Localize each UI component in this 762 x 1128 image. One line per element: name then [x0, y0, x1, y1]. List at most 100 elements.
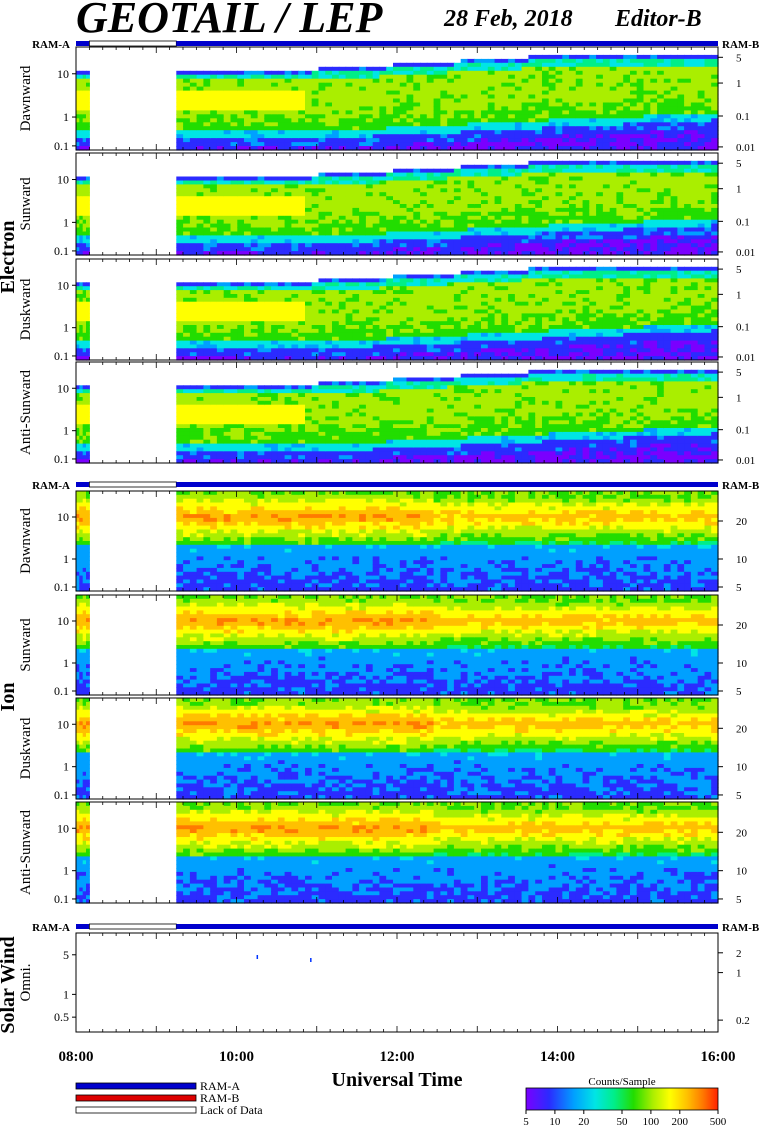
spectrogram-cell [318, 207, 326, 213]
spectrogram-cell [440, 231, 448, 236]
spectrogram-cell [223, 313, 232, 318]
spectrogram-cell [474, 196, 482, 201]
spectrogram-cell [487, 227, 496, 232]
spectrogram-cell [542, 247, 550, 252]
spectrogram-cell [630, 66, 638, 72]
spectrogram-cell [379, 348, 387, 353]
spectrogram-cell [481, 356, 489, 361]
spectrogram-cell [582, 78, 590, 84]
spectrogram-cell [433, 336, 441, 342]
spectrogram-cell [244, 176, 252, 181]
spectrogram-cell [332, 211, 340, 217]
spectrogram-cell [223, 344, 232, 349]
spectrogram-cell [372, 98, 381, 104]
spectrogram-cell [670, 86, 678, 92]
spectrogram-cell [589, 247, 597, 252]
spectrogram-cell [663, 164, 672, 170]
spectrogram-cell [223, 211, 232, 217]
spectrogram-cell [447, 200, 455, 205]
spectrogram-cell [82, 325, 87, 330]
spectrogram-cell [223, 78, 232, 84]
spectrogram-cell [609, 142, 618, 147]
spectrogram-cell [176, 184, 184, 189]
spectrogram-cell [542, 227, 550, 232]
spectrogram-cell [426, 196, 435, 201]
spectrogram-cell [433, 215, 441, 221]
spectrogram-cell [643, 66, 651, 72]
spectrogram-cell [474, 122, 482, 127]
spectrogram-cell [291, 138, 299, 143]
spectrogram-cell [311, 142, 320, 147]
spectrogram-cell [76, 142, 80, 147]
spectrogram-cell [453, 82, 462, 88]
spectrogram-cell [602, 188, 611, 193]
spectrogram-cell [548, 138, 557, 143]
spectrogram-cell [569, 86, 577, 92]
spectrogram-cell [623, 82, 631, 88]
spectrogram-cell [393, 231, 401, 236]
spectrogram-cell [305, 290, 313, 295]
spectrogram-cell [311, 247, 320, 252]
spectrogram-cell [76, 102, 80, 108]
spectrogram-cell [542, 146, 550, 151]
spectrogram-cell [440, 227, 448, 232]
spectrogram-cell [406, 215, 414, 221]
spectrogram-cell [481, 130, 489, 135]
spectrogram-cell [589, 110, 597, 115]
spectrogram-cell [623, 184, 631, 189]
spectrogram-cell [210, 126, 218, 131]
spectrogram-cell [271, 74, 279, 80]
spectrogram-cell [569, 251, 577, 256]
spectrogram-cell [630, 86, 638, 92]
spectrogram-cell [690, 192, 699, 197]
spectrogram-cell [636, 192, 645, 197]
spectrogram-cell [399, 243, 408, 248]
spectrogram-cell [548, 176, 557, 181]
spectrogram-cell [433, 82, 441, 88]
spectrogram-cell [650, 251, 658, 256]
spectrogram-cell [426, 176, 435, 181]
spectrogram-cell [555, 200, 563, 205]
spectrogram-cell [244, 114, 252, 119]
spectrogram-cell [277, 223, 286, 229]
spectrogram-cell [704, 204, 712, 209]
spectrogram-cell [223, 204, 232, 209]
spectrogram-cell [305, 219, 313, 225]
spectrogram-cell [420, 223, 428, 229]
spectrogram-cell [677, 54, 685, 60]
spectrogram-cell [305, 352, 313, 357]
spectrogram-cell [298, 200, 306, 205]
spectrogram-cell [203, 348, 211, 353]
spectrogram-cell [657, 110, 665, 115]
spectrogram-cell [704, 78, 712, 84]
spectrogram-cell [393, 211, 401, 217]
spectrogram-cell [386, 110, 394, 115]
spectrogram-cell [183, 180, 191, 185]
spectrogram-cell [379, 325, 387, 330]
spectrogram-cell [616, 82, 624, 88]
spectrogram-cell [528, 78, 536, 84]
spectrogram-cell [582, 176, 590, 181]
spectrogram-cell [305, 134, 313, 139]
spectrogram-cell [250, 118, 259, 123]
spectrogram-cell [589, 231, 597, 236]
spectrogram-cell [345, 180, 353, 185]
spectrogram-cell [291, 321, 299, 326]
spectrogram-cell [325, 321, 333, 326]
spectrogram-cell [440, 142, 448, 147]
spectrogram-cell [596, 192, 604, 197]
spectrogram-cell [453, 286, 462, 291]
spectrogram-cell [203, 142, 211, 147]
spectrogram-cell [596, 188, 604, 193]
spectrogram-cell [311, 176, 320, 181]
spectrogram-cell [379, 82, 387, 88]
spectrogram-cell [352, 297, 360, 303]
spectrogram-cell [372, 321, 381, 326]
spectrogram-cell [677, 247, 685, 252]
spectrogram-cell [386, 325, 394, 330]
spectrogram-cell [440, 74, 448, 80]
spectrogram-cell [657, 196, 665, 201]
spectrogram-cell [311, 219, 320, 225]
spectrogram-cell [79, 82, 84, 88]
spectrogram-cell [433, 235, 441, 240]
